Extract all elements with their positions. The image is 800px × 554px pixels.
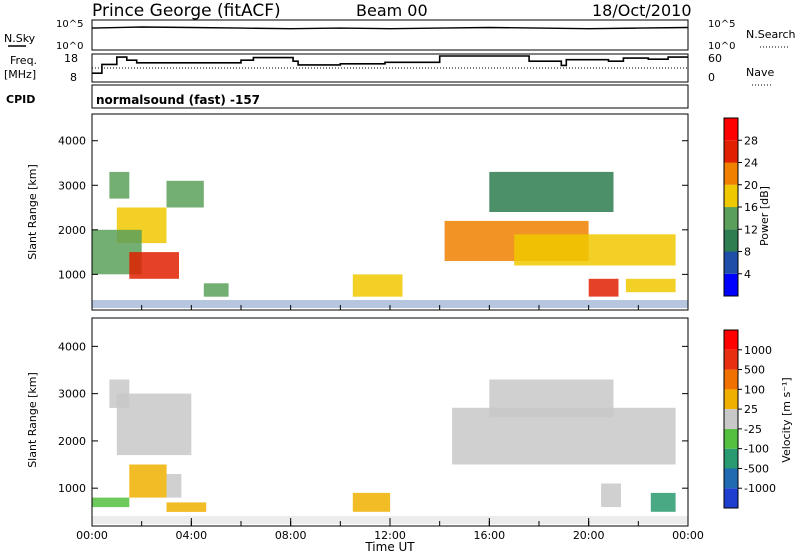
velocity-ytick-label: 3000 [58, 388, 86, 401]
power-colorbar-swatch [724, 207, 738, 230]
frequency-panel: 18 8 60 0 [64, 52, 722, 84]
velocity-xtick-label: 12:00 [374, 529, 406, 542]
velocity-colorbar-swatch [724, 448, 738, 469]
velocity-colorbar-swatch [724, 468, 738, 489]
power-colorbar-swatch [724, 184, 738, 208]
velocity-colorbar-tick-label: -100 [744, 443, 769, 456]
power-region [625, 278, 676, 293]
power-colorbar-swatch [724, 140, 738, 163]
velocity-region [92, 497, 130, 508]
date-title: 18/Oct/2010 [592, 1, 692, 20]
power-colorbar-tick-label: 8 [744, 246, 751, 259]
velocity-colorbar-swatch [724, 330, 738, 350]
power-region [489, 171, 614, 212]
velocity-region [650, 492, 676, 512]
velocity-region [352, 492, 391, 512]
freq-label-2: [MHz] [4, 68, 36, 81]
velocity-colorbar-tick-label: -25 [744, 423, 762, 436]
velocity-region [601, 483, 621, 508]
velocity-region [166, 474, 182, 498]
power-colorbar-swatch [724, 251, 738, 274]
cpid-text: normalsound (fast) -157 [96, 93, 260, 107]
power-region [588, 278, 619, 297]
velocity-colorbar-tick-label: -1000 [744, 482, 776, 495]
power-region [166, 180, 204, 208]
power-colorbar-swatch [724, 229, 738, 252]
velocity-xtick-label: 16:00 [473, 529, 505, 542]
power-ylabel: Slant Range [km] [26, 164, 39, 260]
power-colorbar-tick-label: 12 [744, 223, 758, 236]
noise-panel: 10^5 10^0 10^5 10^0 [56, 19, 735, 52]
cpid-panel: normalsound (fast) -157 [91, 84, 689, 109]
freq-tick-right-bottom: 0 [708, 71, 715, 84]
velocity-colorbar-tick-label: 100 [744, 383, 765, 396]
noise-tick-right-top: 10^5 [708, 19, 735, 30]
freq-tick-right-top: 60 [708, 52, 722, 65]
nave-label: Nave [746, 66, 774, 79]
power-colorbar-swatch [724, 162, 738, 185]
noise-tick-right-bottom: 10^0 [708, 41, 735, 52]
power-region [352, 274, 403, 297]
nsky-label: N.Sky [4, 32, 36, 45]
power-region [203, 283, 229, 297]
velocity-colorbar-swatch [724, 428, 738, 449]
power-colorbar-tick-label: 20 [744, 179, 758, 192]
power-ytick-label: 1000 [58, 268, 86, 281]
velocity-colorbar-tick-label: -500 [744, 462, 769, 475]
power-ground-scatter [92, 300, 688, 308]
velocity-xlabel: Time UT [364, 540, 415, 554]
power-region [514, 234, 676, 266]
power-colorbar-swatch [724, 118, 738, 141]
velocity-xtick-label: 20:00 [573, 529, 605, 542]
power-ytick-label: 3000 [58, 179, 86, 192]
velocity-colorbar-frame [723, 329, 739, 509]
velocity-region [489, 379, 614, 418]
velocity-xtick-label: 04:00 [175, 529, 207, 542]
velocity-region [116, 393, 192, 456]
power-colorbar-tick-label: 28 [744, 134, 758, 147]
freq-tick-left-top: 18 [64, 52, 78, 65]
power-colorbar-tick-label: 4 [744, 268, 751, 281]
power-colorbar-tick-label: 24 [744, 157, 758, 170]
velocity-xtick-label: 00:00 [672, 529, 704, 542]
power-region [129, 252, 179, 279]
power-colorbar-label: Power [dB] [758, 186, 771, 246]
freq-series-line [92, 55, 688, 74]
velocity-colorbar-swatch [724, 369, 738, 390]
velocity-colorbar-swatch [724, 389, 738, 410]
velocity-colorbar-tick-label: 500 [744, 364, 765, 377]
freq-label-1: Freq. [10, 54, 37, 67]
velocity-xtick-label: 08:00 [275, 529, 307, 542]
velocity-colorbar-tick-label: 1000 [744, 344, 772, 357]
power-colorbar-tick-label: 16 [744, 201, 758, 214]
power-ytick-label: 2000 [58, 224, 86, 237]
nsearch-label: N.Search [746, 28, 796, 41]
velocity-ylabel: Slant Range [km] [26, 372, 39, 468]
velocity-ytick-label: 2000 [58, 435, 86, 448]
cpid-label: CPID [6, 93, 35, 106]
power-ytick-label: 4000 [58, 135, 86, 148]
velocity-region [166, 502, 207, 512]
power-region [109, 171, 130, 199]
velocity-colorbar-label: Velocity [m s⁻¹] [780, 377, 793, 462]
velocity-panel: 1000 2000 3000 4000 00:00 04:00 08:00 12:00 16:… [26, 317, 793, 554]
velocity-colorbar-swatch [724, 349, 738, 370]
nsky-series-line [91, 26, 689, 30]
power-colorbar-swatch [724, 273, 738, 297]
station-title: Prince George (fitACF) [92, 1, 281, 21]
velocity-ytick-label: 4000 [58, 340, 86, 353]
noise-tick-left-bottom: 10^0 [56, 41, 83, 52]
power-panel: 1000 2000 3000 4000 Slant Range [km] 4 8 12 16… [26, 113, 771, 311]
velocity-xtick-label: 00:00 [76, 529, 108, 542]
noise-tick-left-top: 10^5 [56, 19, 83, 30]
velocity-colorbar-tick-label: 25 [744, 403, 758, 416]
freq-tick-left-bottom: 8 [70, 71, 77, 84]
velocity-ytick-label: 1000 [58, 482, 86, 495]
velocity-colorbar-swatch [724, 409, 738, 429]
velocity-colorbar-swatch [724, 488, 738, 508]
beam-title: Beam 00 [356, 1, 428, 20]
velocity-region [129, 464, 167, 498]
